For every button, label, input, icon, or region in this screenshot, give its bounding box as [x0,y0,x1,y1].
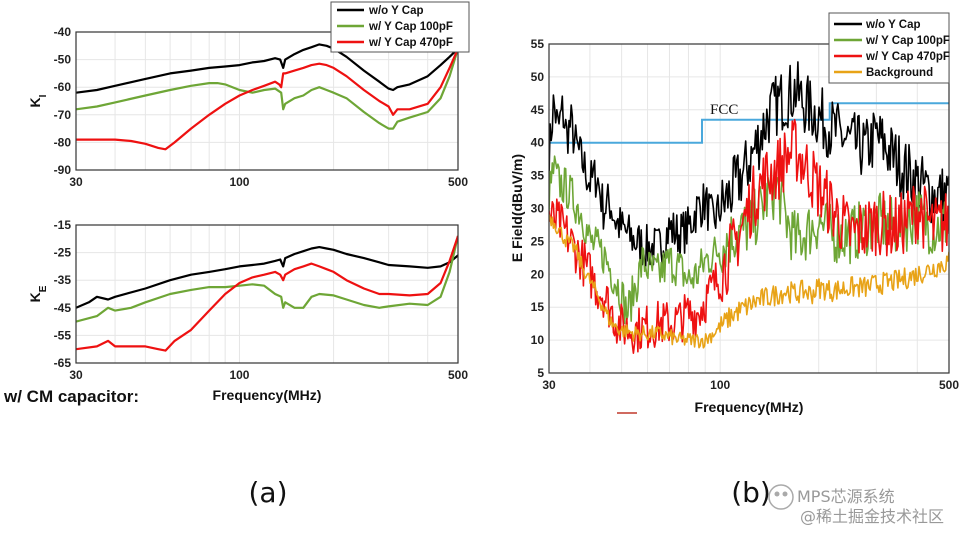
watermark-line2: @稀土掘金技术社区 [800,507,944,526]
x-axis-label-a: Frequency(MHz) [213,387,322,403]
plot-frame [548,43,950,374]
legend: w/o Y Cap w/ Y Cap 100pF w/ Y Cap 470pF [330,1,470,53]
plot-frame [75,224,459,364]
y-tick-label: -70 [54,108,72,122]
watermark-logo-icon [768,484,794,510]
caption-a: (a) [248,476,287,509]
x-tick-label: 30 [542,378,556,392]
series-line-w-o-y-cap [76,246,458,309]
y-tick-label: 45 [531,103,545,117]
tick-labels: 30 100 500 5 10 15 20 25 30 35 40 45 50 55 [531,37,960,392]
y-tick-label: -65 [54,356,72,370]
caption-b: (b) [731,476,771,509]
watermark: MPS芯源系统 @稀土掘金技术社区 [768,484,944,526]
series-line-w-y-cap-100pf [76,235,458,323]
x-tick-label: 500 [939,378,959,392]
series-line-background [549,214,949,349]
grid [76,225,458,363]
tick-labels: 30 100 500 -90 -80 -70 -60 -50 -40 [54,25,469,189]
y-axis-label-sub: I [38,94,49,97]
watermark-logo-eye-icon [782,491,788,497]
y-tick-label: 55 [531,37,545,51]
x-tick-label: 30 [69,368,83,382]
y-tick-label: -80 [54,135,72,149]
x-tick-label: 100 [710,378,730,392]
y-tick-label: 30 [531,202,545,216]
x-tick-label: 500 [448,368,468,382]
series-line-w-y-cap-100pf [76,48,458,130]
x-tick-label: 500 [448,175,468,189]
y-axis-label-main: K [27,97,43,107]
plot-area [76,32,458,170]
y-tick-label: 25 [531,234,545,248]
series-group [76,235,458,352]
cm-capacitor-note: w/ CM capacitor: [3,387,139,406]
y-tick-label: -60 [54,80,72,94]
y-tick-label: -55 [54,328,72,342]
y-tick-label: 50 [531,70,545,84]
x-tick-label: 100 [229,175,249,189]
y-tick-label: 15 [531,300,545,314]
y-tick-label: 40 [531,136,545,150]
fcc-limit-label: FCC [710,102,738,118]
y-axis-label-main: K [27,292,43,302]
y-tick-label: -90 [54,163,72,177]
y-tick-label: -45 [54,301,72,315]
chart-efield-panel: 30 100 500 5 10 15 20 25 30 35 40 45 50 55 FCC E Fiel… [509,12,960,415]
watermark-logo-eye-icon [774,491,780,497]
y-tick-label: 35 [531,169,545,183]
series-group [76,43,458,151]
series-line-w-y-cap-470pf [76,48,458,151]
series-line-w-o-y-cap [76,43,458,94]
plot-frame [75,31,459,171]
chart-ki-panel: 30 100 500 -90 -80 -70 -60 -50 -40 KI w/o Y Cap … [27,1,470,189]
y-tick-label: 5 [537,366,544,380]
y-axis-label: KE [27,285,49,302]
x-axis-label: Frequency(MHz) [695,399,804,415]
y-axis-label-sub: E [38,285,49,292]
y-tick-label: -35 [54,273,72,287]
x-tick-label: 30 [69,175,83,189]
y-axis-label: E Field(dBuV/m) [509,154,525,262]
tick-labels: 30 100 500 -65 -55 -45 -35 -25 -15 [54,218,469,382]
x-tick-label: 100 [229,368,249,382]
series-group [549,61,949,354]
y-tick-label: 10 [531,333,545,347]
watermark-line1: MPS芯源系统 [797,487,895,506]
legend-label-470pf: w/ Y Cap 470pF [368,37,453,49]
series-line-w-y-cap-470pf [76,235,458,352]
y-tick-label: -40 [54,25,72,39]
legend: w/o Y Cap w/ Y Cap 100pF w/ Y Cap 470pF … [828,12,950,84]
y-tick-label: 20 [531,267,545,281]
series-line-w-o-y-cap [549,61,949,268]
legend-label-woy: w/o Y Cap [368,5,424,17]
y-axis-label: KI [27,94,49,107]
y-tick-label: -25 [54,246,72,260]
legend-label-470pf: w/ Y Cap 470pF [865,51,950,63]
legend-label-woy: w/o Y Cap [865,19,921,31]
y-tick-label: -15 [54,218,72,232]
legend-label-background: Background [866,67,933,79]
chart-ke-panel: 30 100 500 -65 -55 -45 -35 -25 -15 KE [27,218,468,382]
legend-label-100pf: w/ Y Cap 100pF [368,21,453,33]
legend-label-100pf: w/ Y Cap 100pF [865,35,950,47]
y-tick-label: -50 [54,53,72,67]
